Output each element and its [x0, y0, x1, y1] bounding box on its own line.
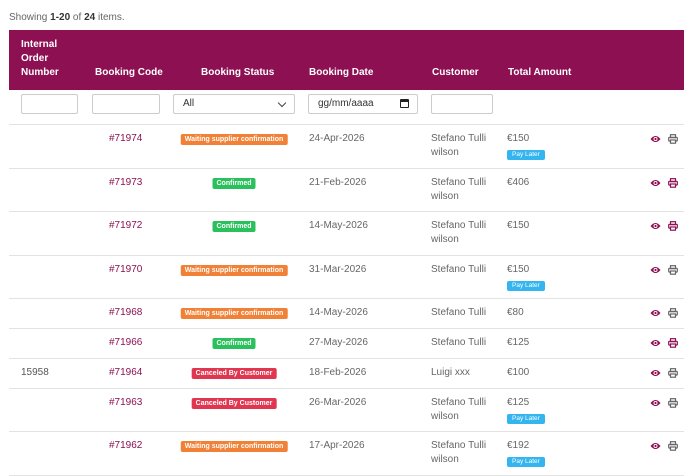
column-customer[interactable]: Customer [432, 66, 479, 80]
customer-name: Stefano Tulli [431, 263, 486, 277]
booking-code-link[interactable]: #71964 [109, 366, 142, 380]
table-body: #71974 Waiting supplier confirmation 24-Ap… [9, 125, 684, 476]
total-amount: €125 [507, 396, 529, 410]
bookings-table: Internal Order Number Booking Code Booki… [9, 30, 684, 476]
customer-name: Stefano Tulli [431, 396, 486, 410]
eye-icon[interactable] [650, 266, 661, 277]
table-row[interactable]: #71963 Canceled By Customer 26-Mar-2026 Ste… [9, 389, 684, 432]
print-icon[interactable] [668, 441, 678, 454]
table-row[interactable]: #71972 Confirmed 14-May-2026 Stefano Tulli w… [9, 212, 684, 256]
customer-filter[interactable] [431, 94, 493, 114]
pay-later-badge: Pay Later [507, 150, 545, 160]
status-badge: Canceled By Customer [192, 368, 277, 379]
status-badge: Canceled By Customer [192, 398, 277, 409]
table-row[interactable]: #71962 Waiting supplier confirmation 17-Ap… [9, 432, 684, 476]
booking-date: 17-Apr-2026 [309, 439, 365, 453]
booking-date: 31-Mar-2026 [309, 263, 366, 277]
column-total-amount[interactable]: Total Amount [508, 66, 571, 80]
table-row[interactable]: #71973 Confirmed 21-Feb-2026 Stefano Tulli w… [9, 169, 684, 212]
total-amount: €100 [507, 366, 529, 380]
customer-name: Stefano Tulli [431, 176, 486, 190]
filter-row: All gg/mm/aaaa [9, 90, 684, 125]
total-amount: €406 [507, 176, 529, 190]
customer-name: Stefano Tulli [431, 336, 486, 350]
booking-date-filter[interactable]: gg/mm/aaaa [308, 94, 418, 114]
items-summary: Showing 1-20 of 24 items. [9, 12, 125, 23]
status-badge: Waiting supplier confirmation [181, 441, 288, 452]
customer-name: Stefano Tulli [431, 219, 486, 233]
print-icon[interactable] [668, 265, 678, 278]
total-amount: €150 [507, 263, 529, 277]
table-row[interactable]: #71974 Waiting supplier confirmation 24-Ap… [9, 125, 684, 169]
table-row[interactable]: #71968 Waiting supplier confirmation 14-Ma… [9, 299, 684, 329]
table-row[interactable]: #71966 Confirmed 27-May-2026 Stefano Tulli €… [9, 329, 684, 359]
print-icon[interactable] [668, 398, 678, 411]
total-amount: €80 [507, 306, 524, 320]
status-badge: Waiting supplier confirmation [181, 308, 288, 319]
print-icon[interactable] [668, 308, 678, 321]
booking-date: 18-Feb-2026 [309, 366, 366, 380]
column-booking-status[interactable]: Booking Status [201, 66, 274, 80]
customer-secondary-name: wilson [431, 233, 459, 247]
booking-date: 24-Apr-2026 [309, 132, 365, 146]
status-badge: Confirmed [213, 338, 256, 349]
booking-code-link[interactable]: #71968 [109, 306, 142, 320]
print-icon[interactable] [668, 134, 678, 147]
customer-secondary-name: wilson [431, 146, 459, 160]
table-row[interactable]: #71970 Waiting supplier confirmation 31-Ma… [9, 256, 684, 299]
eye-icon[interactable] [650, 135, 661, 146]
booking-code-link[interactable]: #71963 [109, 396, 142, 410]
column-booking-code[interactable]: Booking Code [95, 66, 163, 80]
total-amount: €125 [507, 336, 529, 350]
column-internal-order-number[interactable]: Internal Order Number [21, 38, 59, 80]
calendar-icon[interactable] [400, 99, 409, 108]
customer-name: Stefano Tulli [431, 439, 486, 453]
customer-secondary-name: wilson [431, 190, 459, 204]
eye-icon[interactable] [650, 222, 661, 233]
order-number-filter[interactable] [21, 94, 78, 114]
customer-name: Stefano Tulli [431, 306, 486, 320]
print-icon[interactable] [668, 368, 678, 381]
total-amount: €150 [507, 132, 529, 146]
eye-icon[interactable] [650, 179, 661, 190]
print-icon[interactable] [668, 178, 678, 191]
booking-code-link[interactable]: #71966 [109, 336, 142, 350]
booking-code-filter[interactable] [92, 94, 160, 114]
eye-icon[interactable] [650, 309, 661, 320]
status-badge: Confirmed [213, 178, 256, 189]
booking-date: 14-May-2026 [309, 306, 368, 320]
booking-code-link[interactable]: #71962 [109, 439, 142, 453]
eye-icon[interactable] [650, 339, 661, 350]
customer-secondary-name: wilson [431, 453, 459, 467]
eye-icon[interactable] [650, 442, 661, 453]
status-badge: Waiting supplier confirmation [181, 265, 288, 276]
table-header: Internal Order Number Booking Code Booki… [9, 30, 684, 90]
chevron-down-icon [278, 99, 286, 107]
customer-name: Luigi xxx [431, 366, 470, 380]
booking-code-link[interactable]: #71973 [109, 176, 142, 190]
print-icon[interactable] [668, 221, 678, 234]
booking-status-select[interactable]: All [173, 94, 295, 114]
status-badge: Waiting supplier confirmation [181, 134, 288, 145]
status-badge: Confirmed [213, 221, 256, 232]
booking-date: 14-May-2026 [309, 219, 368, 233]
booking-code-link[interactable]: #71974 [109, 132, 142, 146]
customer-secondary-name: wilson [431, 410, 459, 424]
column-booking-date[interactable]: Booking Date [309, 66, 373, 80]
booking-date: 27-May-2026 [309, 336, 368, 350]
booking-code-link[interactable]: #71970 [109, 263, 142, 277]
booking-date: 26-Mar-2026 [309, 396, 366, 410]
print-icon[interactable] [668, 338, 678, 351]
pay-later-badge: Pay Later [507, 414, 545, 424]
eye-icon[interactable] [650, 399, 661, 410]
booking-code-link[interactable]: #71972 [109, 219, 142, 233]
eye-icon[interactable] [650, 369, 661, 380]
total-amount: €150 [507, 219, 529, 233]
customer-name: Stefano Tulli [431, 132, 486, 146]
internal-order-number: 15958 [21, 366, 49, 380]
pay-later-badge: Pay Later [507, 281, 545, 291]
table-row[interactable]: 15958 #71964 Canceled By Customer 18-Feb-20… [9, 359, 684, 389]
booking-date: 21-Feb-2026 [309, 176, 366, 190]
total-amount: €192 [507, 439, 529, 453]
